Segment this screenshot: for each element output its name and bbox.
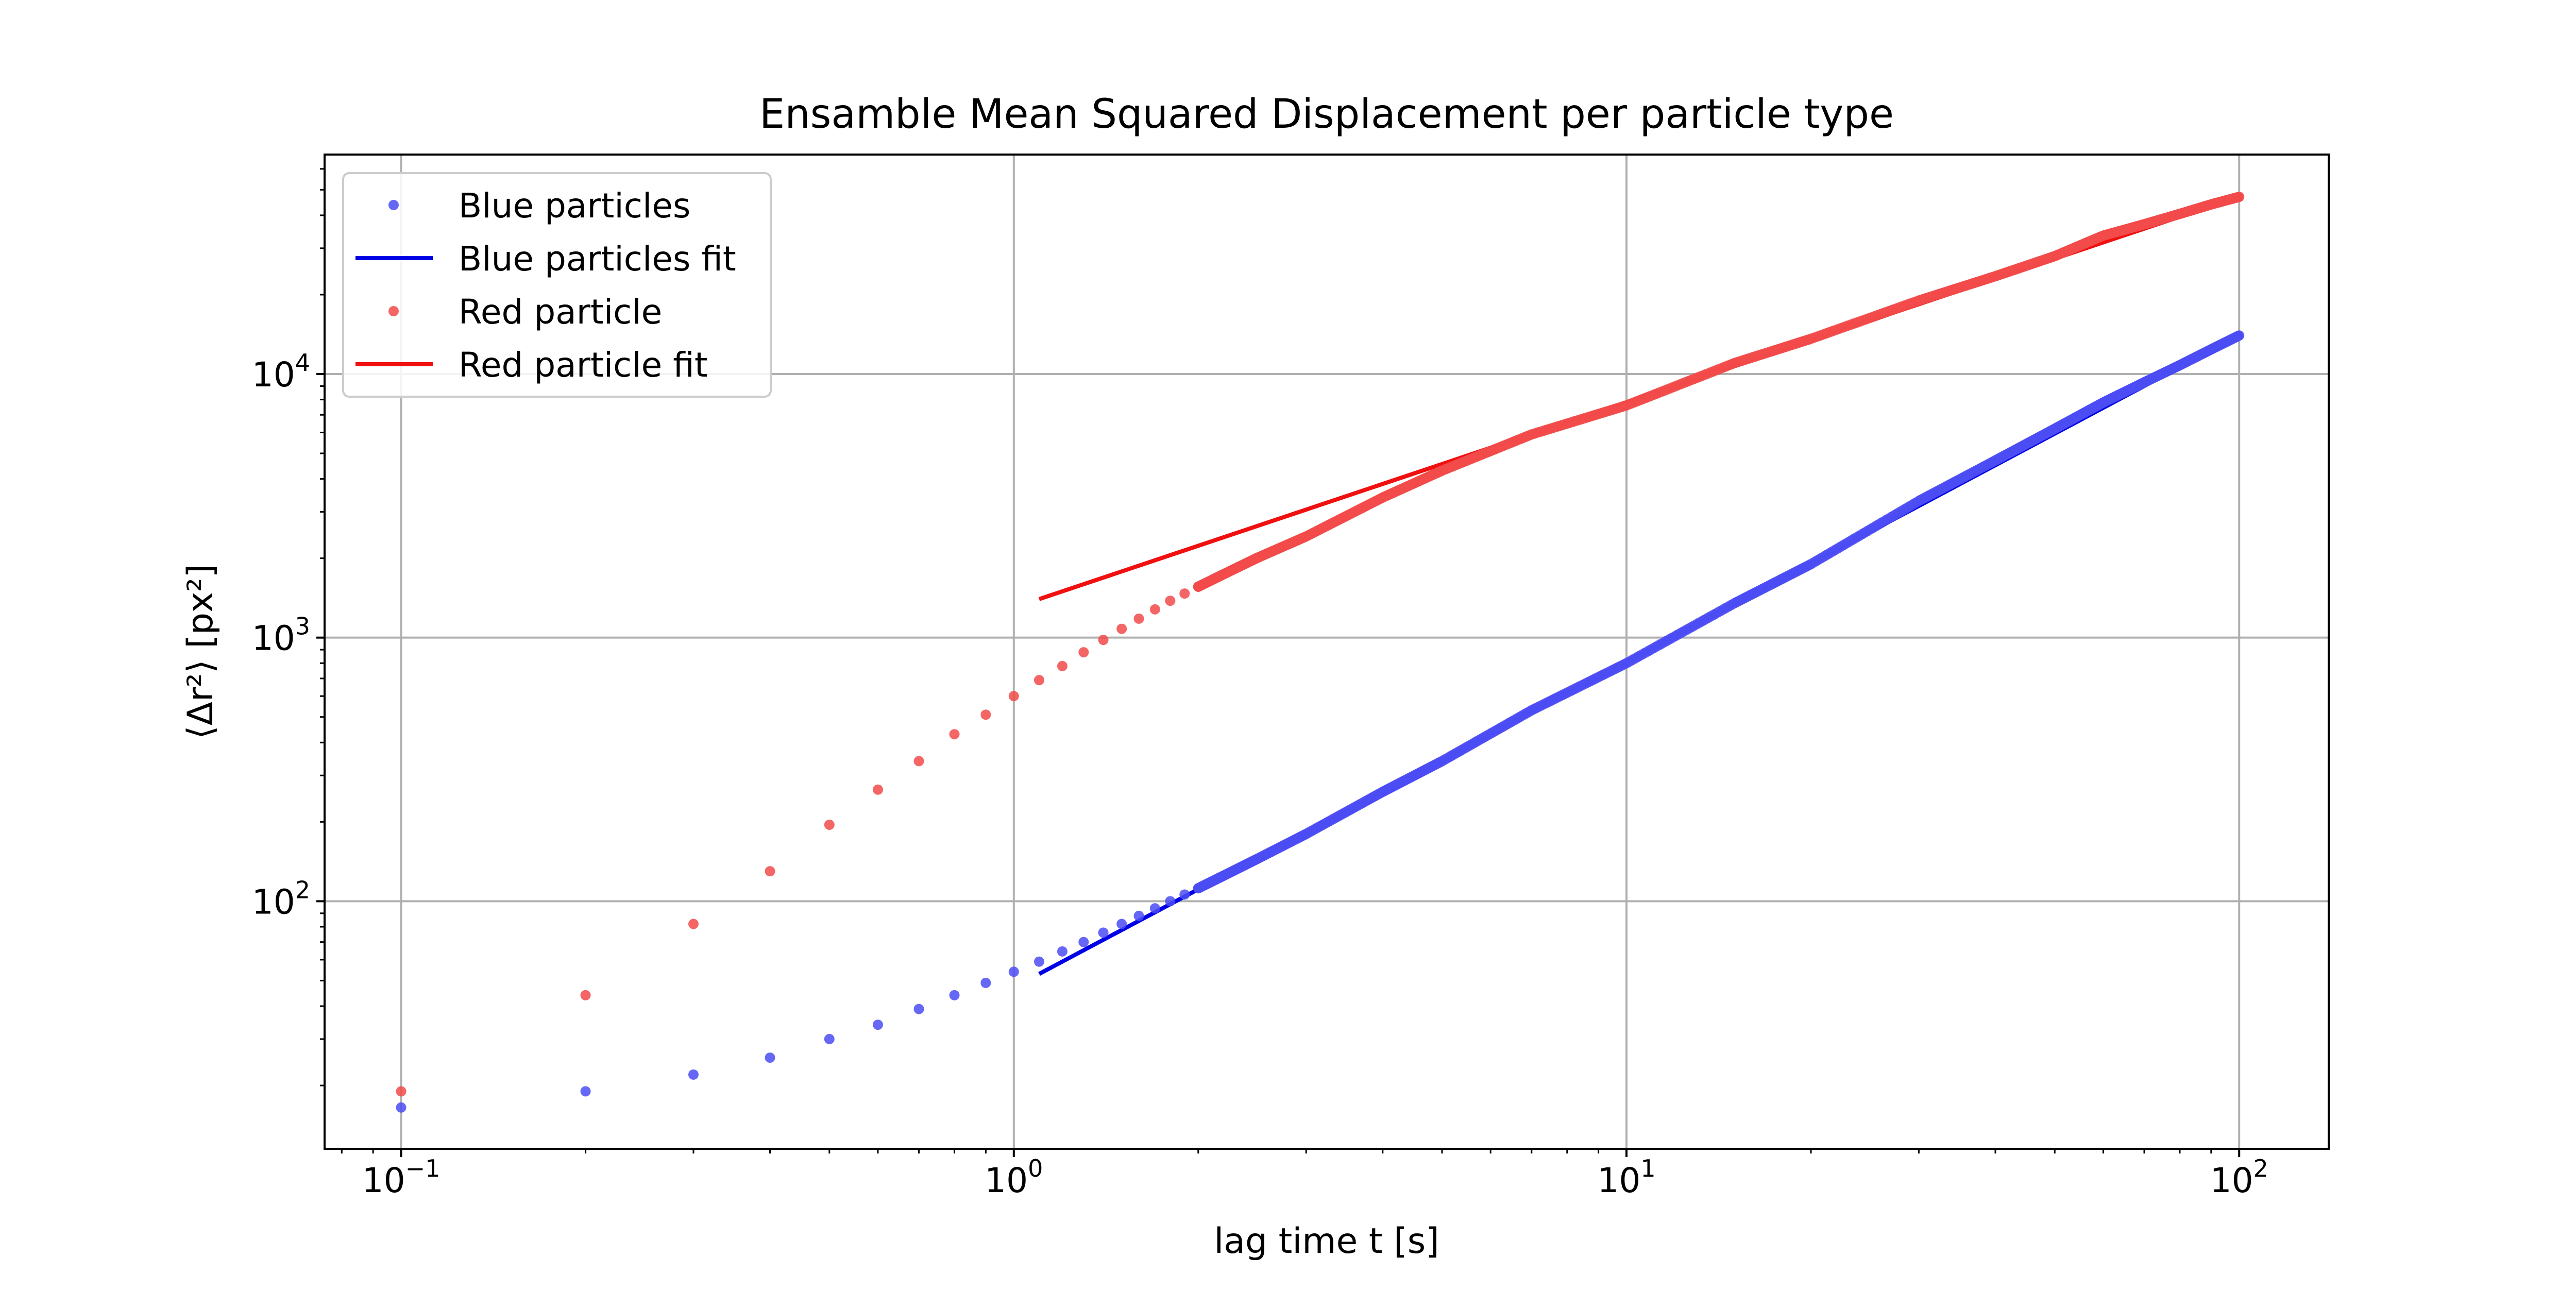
data-point bbox=[1034, 956, 1045, 967]
data-point bbox=[1098, 635, 1109, 646]
legend-label: Red particle fit bbox=[459, 345, 708, 385]
data-point bbox=[1098, 927, 1109, 938]
data-point bbox=[1149, 604, 1160, 615]
data-point bbox=[1057, 946, 1067, 957]
y-tick-label: 104 bbox=[252, 349, 310, 395]
x-tick-label: 102 bbox=[2210, 1155, 2268, 1200]
data-point bbox=[1149, 903, 1160, 914]
y-tick-label-exponent: 4 bbox=[295, 349, 310, 377]
data-point bbox=[1133, 910, 1144, 921]
data-point bbox=[872, 1020, 883, 1030]
x-tick-label: 10−1 bbox=[362, 1155, 440, 1200]
data-point bbox=[824, 1033, 835, 1044]
x-tick-label-base: 10 bbox=[1597, 1161, 1640, 1200]
legend-marker bbox=[388, 306, 399, 316]
data-point bbox=[765, 866, 775, 877]
data-point bbox=[1179, 889, 1190, 900]
data-point bbox=[1078, 647, 1089, 658]
data-point bbox=[1116, 919, 1127, 929]
plot-data bbox=[396, 192, 2245, 1113]
data-point bbox=[1165, 596, 1176, 606]
plot-frame bbox=[324, 154, 2330, 1150]
data-point bbox=[913, 1004, 924, 1014]
data-point bbox=[913, 756, 924, 767]
data-point bbox=[949, 990, 960, 1000]
x-tick-label-base: 10 bbox=[985, 1161, 1028, 1200]
data-point bbox=[1116, 623, 1127, 634]
data-point bbox=[765, 1053, 775, 1063]
x-tick-label-exponent: 0 bbox=[1028, 1155, 1043, 1182]
points-series bbox=[396, 192, 2245, 1097]
x-tick-label-exponent: 2 bbox=[2253, 1155, 2268, 1182]
data-point bbox=[872, 784, 883, 795]
data-point bbox=[688, 1069, 699, 1080]
legend-marker bbox=[388, 200, 399, 210]
data-point bbox=[580, 990, 591, 1000]
x-tick-label-exponent: −1 bbox=[405, 1155, 440, 1182]
data-point bbox=[949, 729, 960, 740]
x-tick-label: 100 bbox=[985, 1155, 1043, 1200]
data-point bbox=[1165, 896, 1176, 907]
x-tick-label: 101 bbox=[1597, 1155, 1655, 1200]
y-tick-label-base: 10 bbox=[252, 882, 295, 922]
y-axis-label: ⟨Δr²⟩ [px²] bbox=[180, 564, 221, 739]
legend: Blue particles Blue particles fit Red part… bbox=[342, 172, 772, 398]
chart-title: Ensamble Mean Squared Displacement per p… bbox=[759, 91, 1894, 138]
y-tick-label: 102 bbox=[252, 876, 310, 922]
data-point bbox=[1008, 966, 1019, 977]
data-point bbox=[1179, 588, 1190, 599]
y-tick-label-base: 10 bbox=[252, 619, 295, 658]
legend-label: Blue particles bbox=[459, 186, 690, 226]
data-point bbox=[688, 919, 699, 929]
x-tick-label-exponent: 1 bbox=[1640, 1155, 1655, 1182]
x-axis-label: lag time t [s] bbox=[1214, 1221, 1439, 1262]
data-point bbox=[396, 1102, 406, 1113]
data-point bbox=[396, 1086, 406, 1097]
legend-box bbox=[342, 172, 772, 398]
y-tick-label: 103 bbox=[252, 613, 310, 658]
x-tick-label-base: 10 bbox=[2210, 1161, 2253, 1200]
legend-label: Blue particles fit bbox=[459, 239, 736, 279]
data-point bbox=[1078, 937, 1089, 947]
data-point bbox=[580, 1086, 591, 1097]
data-point bbox=[2234, 330, 2245, 341]
data-point bbox=[980, 977, 991, 988]
y-tick-label-exponent: 2 bbox=[295, 876, 310, 904]
data-point bbox=[1133, 613, 1144, 624]
x-tick-label-base: 10 bbox=[362, 1161, 405, 1200]
data-point bbox=[1034, 675, 1045, 686]
y-tick-label-base: 10 bbox=[252, 355, 295, 395]
data-point bbox=[980, 709, 991, 720]
points-series bbox=[396, 330, 2245, 1113]
data-point bbox=[1057, 660, 1067, 671]
data-point bbox=[824, 819, 835, 830]
legend-label: Red particle bbox=[459, 292, 662, 332]
data-point bbox=[2234, 192, 2245, 202]
data-point bbox=[1008, 691, 1019, 702]
y-tick-label-exponent: 3 bbox=[295, 613, 310, 640]
